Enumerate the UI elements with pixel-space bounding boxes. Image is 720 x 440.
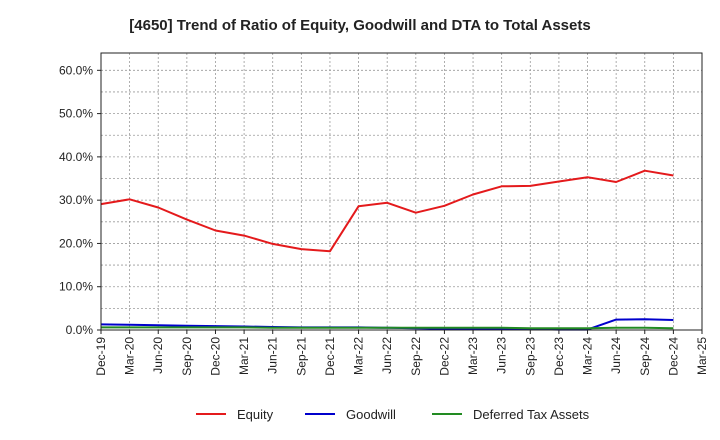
x-tick-label: Jun-24 — [609, 337, 623, 374]
y-tick-label: 60.0% — [59, 63, 93, 77]
y-tick-label: 0.0% — [66, 323, 94, 337]
y-tick-label: 30.0% — [59, 193, 93, 207]
legend-label: Goodwill — [346, 407, 396, 422]
x-tick-label: Jun-20 — [151, 337, 165, 374]
legend-label: Deferred Tax Assets — [473, 407, 590, 422]
grid — [101, 53, 702, 330]
y-tick-label: 20.0% — [59, 236, 93, 250]
x-tick-label: Dec-24 — [666, 337, 680, 376]
y-axis: 0.0% 10.0% 20.0% 30.0% 40.0% 50.0% 60.0% — [59, 63, 101, 337]
x-tick-label: Dec-23 — [552, 337, 566, 376]
x-tick-label: Jun-23 — [495, 337, 509, 374]
x-axis: Dec-19 Mar-20 Jun-20 Sep-20 Dec-20 Mar-21 Jun-… — [94, 330, 709, 376]
plot-frame — [100, 52, 703, 331]
x-tick-label: Mar-20 — [123, 337, 137, 375]
x-tick-label: Mar-23 — [466, 337, 480, 375]
y-tick-label: 40.0% — [59, 150, 93, 164]
legend: Equity Goodwill Deferred Tax Assets — [196, 407, 590, 422]
series-line-equity — [100, 169, 674, 253]
y-tick-label: 50.0% — [59, 107, 93, 121]
x-tick-label: Jun-22 — [380, 337, 394, 374]
series-line-deferred-tax-assets — [101, 326, 674, 330]
legend-label: Equity — [237, 407, 274, 422]
x-tick-label: Mar-25 — [695, 337, 709, 375]
x-tick-label: Dec-19 — [94, 337, 108, 376]
x-tick-label: Dec-21 — [323, 337, 337, 376]
x-tick-label: Sep-24 — [638, 337, 652, 376]
x-tick-label: Jun-21 — [266, 337, 280, 374]
x-tick-label: Sep-22 — [409, 337, 423, 376]
x-tick-label: Sep-20 — [180, 337, 194, 376]
x-tick-label: Dec-22 — [437, 337, 451, 376]
x-tick-label: Sep-21 — [294, 337, 308, 376]
x-tick-label: Mar-24 — [581, 337, 595, 375]
chart-title: [4650] Trend of Ratio of Equity, Goodwil… — [129, 17, 590, 34]
y-tick-label: 10.0% — [59, 280, 93, 294]
x-tick-label: Mar-22 — [352, 337, 366, 375]
x-tick-label: Dec-20 — [208, 337, 222, 376]
x-tick-label: Mar-21 — [237, 337, 251, 375]
x-tick-label: Sep-23 — [523, 337, 537, 376]
